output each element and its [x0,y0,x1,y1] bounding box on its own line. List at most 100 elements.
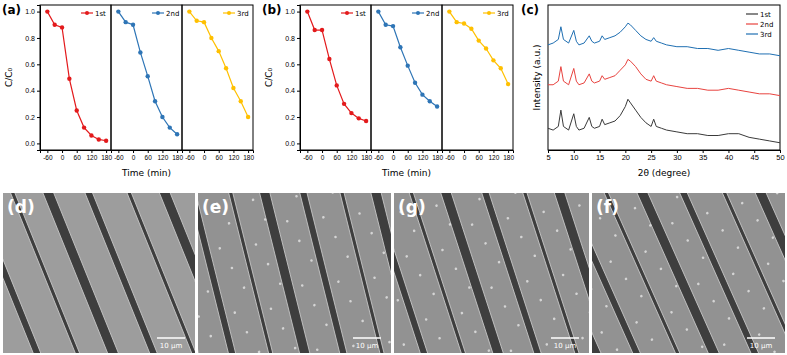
axis: -60060120180 [443,150,515,161]
data-point [194,19,198,23]
legend: 3rd [483,10,509,18]
fibre-texture [245,331,248,334]
chart-panel: 51015202530354045501st2nd3rd(c)2θ (degre… [521,3,785,178]
subplot: -600601201803rd [182,5,254,161]
tick: -60 [445,150,455,161]
tick-label: 25 [647,153,655,162]
fibre-texture [325,323,328,326]
fibre-texture [349,300,352,303]
tick-label: 0.4 [25,87,35,94]
fibre-texture [614,234,617,237]
tick: 0.2 [25,114,40,121]
tick-label: 180 [432,154,443,161]
tick-label: 15 [596,153,604,162]
plot-frame [40,5,111,150]
fibre-texture [732,272,735,275]
tick-label: 30 [673,153,681,162]
fibre-texture [405,255,408,258]
tick-label: 180 [172,154,183,161]
axis: -60060120180 [112,150,184,161]
fibre-texture [514,193,517,194]
fibre [128,193,195,353]
fibre [751,193,785,353]
fibre-texture [388,340,391,343]
fibre-texture [230,266,233,269]
fibre-texture [233,311,236,314]
legend-label: 3rd [237,10,249,18]
legend: 1st2nd3rd [746,11,773,39]
legend-label: 1st [760,11,771,19]
tick: 180 [101,150,112,161]
legend-label: 1st [95,10,106,18]
legend-marker [487,11,491,15]
tick: 120 [86,150,97,161]
tick-label: 0.8 [285,35,295,42]
plot-frame [182,5,253,150]
legend: 2nd [412,10,439,18]
tick-label: 0 [61,154,65,161]
legend-label: 3rd [497,10,509,18]
tick: 0 [203,150,207,161]
data-point [364,119,368,123]
tick: 1.0 [285,8,300,15]
legend-label: 2nd [166,10,179,18]
fibre-texture [454,267,457,270]
fibre-texture [569,248,572,251]
tick: 120 [157,150,168,161]
tick-label: 0.6 [285,61,295,68]
fibre-texture [295,195,298,198]
figure: -600601201800.00.20.40.60.81.01st-600601… [0,0,787,355]
tick-label: -60 [374,154,384,161]
data-point [168,125,172,129]
tick: 30 [673,150,681,162]
tick: 5 [546,150,550,162]
fibre-texture [633,206,636,209]
fibre-texture [438,337,441,340]
data-point [477,38,481,42]
tick: 0.2 [285,114,300,121]
fibre-texture [269,307,272,310]
tick: 120 [488,150,499,161]
fibre-texture [337,280,340,283]
series-line [118,12,177,135]
data-point [435,104,439,108]
tick: 180 [172,150,183,161]
axis: 0.00.20.40.60.81.0 [25,6,40,151]
fibre-texture [706,211,709,214]
tick: 180 [503,150,514,161]
data-point [75,108,79,112]
tick: 0.4 [285,87,300,94]
image-texture [198,193,391,353]
chart-panel: -600601201800.00.20.40.60.81.01st-600601… [262,3,514,178]
tick-label: 60 [74,154,82,161]
legend-line [746,23,758,24]
fibre-texture [279,282,282,285]
data-point [224,66,228,70]
fibre-texture [545,343,548,346]
data-point [391,24,395,28]
data-point [469,27,473,31]
data-point [376,9,380,13]
panel-label: (b) [262,3,282,17]
subplot: -600601201800.00.20.40.60.81.01st [285,5,372,161]
tick-label: 180 [243,154,254,161]
fibre-texture [675,284,678,287]
data-point [357,116,361,120]
fibre-texture [700,345,703,348]
fibre-texture [358,212,361,215]
data-point [217,49,221,53]
data-point [327,57,331,61]
plot-marks [45,9,108,143]
legend-line [746,33,758,34]
legend-marker [227,11,231,15]
series-line [548,23,780,56]
legend: 3rd [223,10,249,18]
fibre-texture [640,294,643,297]
tick: 40 [725,150,733,162]
fibre-texture [624,277,627,280]
data-point [131,23,135,27]
legend-marker [345,11,349,15]
data-point [506,82,510,86]
tick: -60 [303,150,313,161]
tick: 180 [432,150,443,161]
